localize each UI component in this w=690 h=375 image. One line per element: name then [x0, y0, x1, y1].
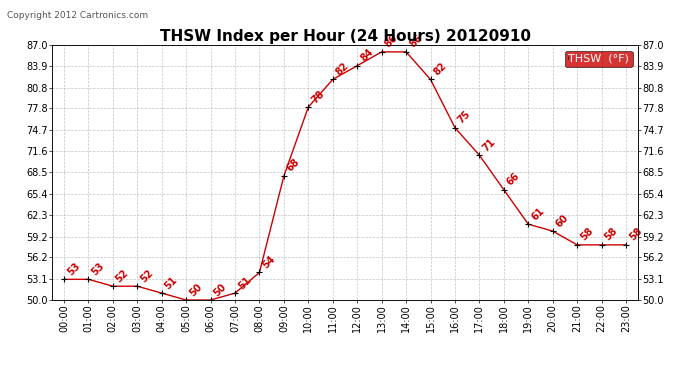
Text: 58: 58 [578, 226, 595, 243]
Text: 68: 68 [285, 157, 302, 174]
Text: 82: 82 [334, 61, 351, 77]
Text: 58: 58 [627, 226, 644, 243]
Text: 52: 52 [139, 267, 155, 284]
Text: 61: 61 [529, 206, 546, 222]
Text: 75: 75 [456, 109, 473, 126]
Text: 51: 51 [163, 274, 179, 291]
Text: 78: 78 [310, 88, 326, 105]
Text: 84: 84 [358, 47, 375, 64]
Text: 60: 60 [554, 212, 571, 229]
Text: 71: 71 [481, 136, 497, 153]
Title: THSW Index per Hour (24 Hours) 20120910: THSW Index per Hour (24 Hours) 20120910 [159, 29, 531, 44]
Text: Copyright 2012 Cartronics.com: Copyright 2012 Cartronics.com [7, 11, 148, 20]
Text: 54: 54 [261, 254, 277, 270]
Legend: THSW  (°F): THSW (°F) [565, 51, 633, 67]
Text: 50: 50 [212, 281, 228, 298]
Text: 51: 51 [236, 274, 253, 291]
Text: 52: 52 [114, 267, 130, 284]
Text: 86: 86 [407, 33, 424, 50]
Text: 58: 58 [603, 226, 620, 243]
Text: 86: 86 [383, 33, 400, 50]
Text: 82: 82 [432, 61, 448, 77]
Text: 53: 53 [65, 261, 82, 277]
Text: 53: 53 [90, 261, 106, 277]
Text: 66: 66 [505, 171, 522, 188]
Text: 50: 50 [188, 281, 204, 298]
